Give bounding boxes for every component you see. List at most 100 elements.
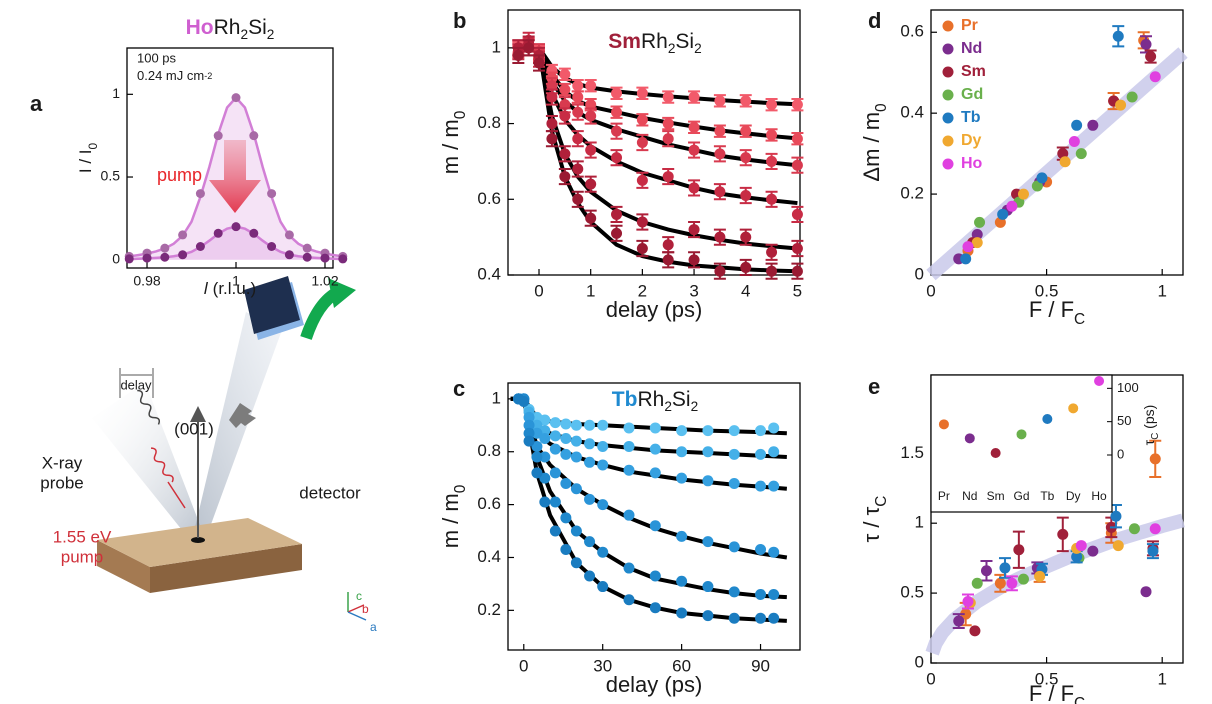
data-point: [531, 419, 543, 431]
data-point: [549, 467, 561, 479]
data-point: [178, 250, 188, 260]
data-point: [611, 152, 623, 164]
y-tick-label: 0: [915, 264, 924, 283]
data-point: [728, 612, 740, 624]
data-point: [1145, 51, 1157, 63]
pump-arrow: [209, 140, 261, 213]
inset-point: [1016, 429, 1027, 440]
data-point: [1075, 148, 1087, 160]
y-tick-label: 0.5: [101, 168, 121, 184]
data-point: [1006, 200, 1018, 212]
data-point: [702, 581, 714, 593]
title-part: 2: [691, 399, 699, 414]
title-part: 2: [668, 41, 676, 56]
title-part: Rh: [641, 30, 668, 53]
data-point: [953, 615, 965, 627]
data-point: [1149, 523, 1161, 535]
slab-side: [150, 544, 302, 593]
x-axis-label-part: l: [204, 279, 209, 298]
title-part: Si: [248, 16, 267, 39]
x-tick-label: 1.02: [311, 273, 338, 289]
data-point: [249, 228, 259, 238]
plot-frame: [930, 9, 1184, 276]
legend-marker: [942, 158, 954, 170]
data-point: [1147, 545, 1159, 557]
x-axis-label-part: C: [1074, 695, 1085, 704]
data-point: [1128, 523, 1140, 535]
data-point: [559, 84, 571, 95]
data-point: [702, 425, 714, 437]
legend-label: Dy: [961, 132, 982, 149]
y-axis-label: m / m0: [438, 111, 469, 175]
data-point: [559, 110, 571, 122]
diagram: delay X-ray probe (001) detector 1.55 eV…: [40, 276, 377, 634]
data-point: [124, 254, 134, 264]
data-point: [302, 243, 312, 253]
data-point: [636, 137, 648, 148]
data-point: [662, 254, 674, 266]
data-point: [1034, 570, 1046, 582]
y-axis-label-part: C: [873, 496, 890, 507]
data-point: [597, 459, 609, 471]
data-point: [231, 222, 241, 232]
data-point: [740, 152, 752, 164]
data-point: [570, 525, 582, 537]
data-point: [728, 425, 740, 437]
data-point: [676, 446, 688, 458]
data-point: [676, 530, 688, 542]
legend-label: Tb: [961, 109, 981, 126]
x-tick-label: 30: [593, 656, 612, 675]
data-point: [980, 565, 992, 577]
data-point: [994, 577, 1006, 589]
data-point: [584, 570, 596, 582]
data-point: [597, 546, 609, 558]
data-point: [688, 121, 700, 133]
data-point: [560, 512, 572, 524]
data-point: [584, 493, 596, 505]
pump-arrow: [167, 481, 186, 509]
y-tick-label: 0.5: [900, 583, 924, 602]
data-point: [999, 562, 1011, 574]
inset-frame: [930, 374, 1113, 513]
data-point: [755, 588, 767, 600]
probe-label: probe: [40, 473, 83, 492]
data-point: [636, 243, 648, 254]
data-point: [971, 229, 983, 241]
title-part: 2: [694, 41, 702, 56]
x-axis-label-part: C: [1074, 311, 1085, 328]
y-axis-label-part: 0: [86, 143, 100, 150]
panel-label: c: [453, 376, 465, 401]
data-point: [178, 230, 188, 240]
y-axis-label-part: I / I: [76, 150, 95, 174]
data-point: [1087, 119, 1099, 131]
x-tick-label: 0.98: [133, 273, 160, 289]
data-point: [611, 227, 623, 239]
data-point: [714, 265, 726, 277]
data-point: [740, 125, 752, 137]
data-point: [611, 87, 623, 99]
legend-label: Gd: [961, 86, 983, 103]
data-point: [584, 536, 596, 548]
data-point: [766, 265, 778, 277]
y-tick-label: 0.4: [900, 103, 924, 122]
inset-point: [938, 419, 949, 430]
data-point: [649, 422, 661, 434]
data-point: [338, 254, 348, 264]
data-point: [1140, 586, 1152, 598]
y-axis-label: m / m0: [438, 485, 469, 549]
chart-title: HoRh2Si2: [186, 16, 275, 43]
data-point: [623, 509, 635, 521]
legend-marker: [942, 112, 954, 124]
data-point: [649, 602, 661, 614]
data-point: [559, 99, 571, 111]
data-point: [570, 435, 582, 447]
x-axis-label: F / FC: [1029, 297, 1085, 328]
data-point: [676, 607, 688, 619]
x-tick-label: 1: [232, 273, 240, 289]
data-point: [584, 438, 596, 450]
annotation-part: -2: [204, 71, 212, 81]
data-point: [523, 411, 535, 423]
data-point: [649, 520, 661, 532]
data-point: [585, 99, 597, 111]
